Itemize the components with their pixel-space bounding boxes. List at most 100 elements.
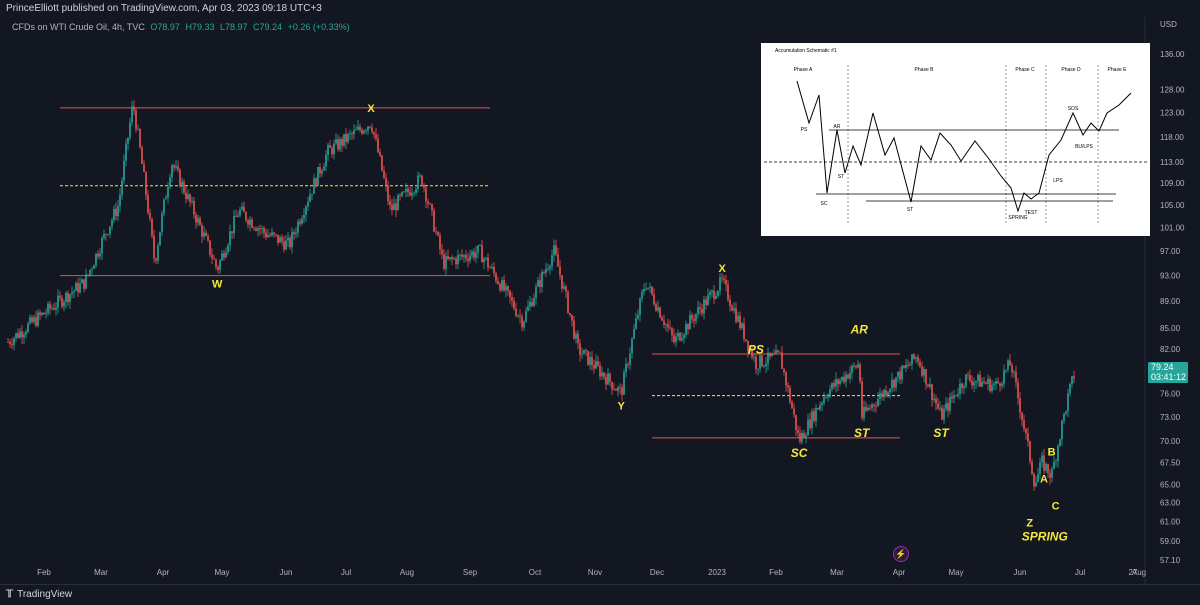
- candle-body: [931, 384, 933, 400]
- candle-body: [529, 301, 531, 307]
- candle-body: [697, 307, 699, 315]
- candle-body: [67, 292, 69, 303]
- time-tick-label: Dec: [650, 568, 664, 577]
- candle-body: [875, 405, 877, 407]
- candle-body: [801, 432, 803, 442]
- wave-label[interactable]: ST: [933, 426, 950, 440]
- candle-body: [61, 297, 63, 307]
- candle-body: [567, 291, 569, 313]
- candle-body: [943, 408, 945, 420]
- last-price-badge: 79.24 03:41:12: [1148, 362, 1188, 383]
- candle-body: [1053, 461, 1055, 469]
- candle-body: [549, 266, 551, 269]
- candle-body: [409, 192, 411, 196]
- candle-body: [667, 324, 669, 328]
- wave-label[interactable]: X: [367, 103, 375, 115]
- candle-body: [869, 408, 871, 409]
- wave-label[interactable]: SC: [791, 446, 808, 460]
- candle-body: [701, 309, 703, 314]
- candle-body: [1017, 382, 1019, 398]
- candle-body: [11, 344, 13, 345]
- candle-body: [43, 312, 45, 315]
- candle-body: [917, 357, 919, 362]
- candle-body: [957, 393, 959, 396]
- candle-body: [321, 170, 323, 174]
- time-tick-label: Mar: [830, 568, 844, 577]
- price-axis[interactable]: USD 136.00 128.00 123.00 118.00 113.00 109.00 1…: [1160, 20, 1185, 565]
- candle-body: [247, 220, 249, 225]
- candle-body: [833, 383, 835, 387]
- wave-label[interactable]: W: [212, 278, 223, 290]
- time-tick-label: May: [214, 568, 229, 577]
- schematic-phase-label: Phase A: [794, 67, 813, 73]
- wave-label[interactable]: PS: [748, 342, 764, 356]
- candle-body: [269, 235, 271, 236]
- candle-body: [923, 369, 925, 376]
- candle-body: [249, 219, 251, 225]
- footer-bar: 𝕋 TradingView: [0, 584, 1200, 605]
- candle-body: [1037, 474, 1039, 483]
- candle-body: [29, 317, 31, 324]
- candle-body: [631, 338, 633, 354]
- wave-label[interactable]: SPRING: [1022, 529, 1068, 543]
- candle-body: [757, 368, 759, 370]
- candle-body: [45, 313, 47, 315]
- candle-body: [895, 377, 897, 388]
- candle-body: [143, 163, 145, 173]
- candle-body: [691, 315, 693, 320]
- wave-label[interactable]: Y: [618, 400, 626, 412]
- candle-body: [565, 286, 567, 292]
- candle-body: [699, 307, 701, 310]
- candle-body: [1039, 462, 1041, 475]
- candle-body: [9, 342, 11, 345]
- candle-body: [235, 215, 237, 217]
- candle-body: [1009, 360, 1011, 366]
- candle-body: [137, 129, 139, 130]
- accumulation-schematic-panel: Accumulation Schematic #1 Phase A Phase B…: [761, 43, 1150, 236]
- candle-body: [547, 268, 549, 270]
- candle-body: [963, 386, 965, 389]
- candle-body: [785, 372, 787, 386]
- candle-body: [69, 294, 71, 303]
- wave-label[interactable]: X: [719, 263, 727, 275]
- candle-body: [849, 372, 851, 379]
- wave-label[interactable]: A: [1040, 473, 1048, 485]
- wave-label[interactable]: AR: [850, 322, 869, 336]
- candle-body: [57, 295, 59, 308]
- candle-body: [371, 127, 373, 132]
- candle-body: [363, 130, 365, 134]
- time-axis[interactable]: Feb Mar Apr May Jun Jul Aug Sep Oct Nov Dec 2023 Feb…: [37, 568, 1146, 577]
- candle-body: [1029, 441, 1031, 462]
- price-tick-label: 67.50: [1160, 458, 1181, 467]
- lightning-icon[interactable]: ⚡: [893, 546, 909, 562]
- candle-body: [675, 336, 677, 343]
- candle-body: [169, 177, 171, 188]
- candle-body: [1035, 482, 1037, 487]
- wave-label[interactable]: ST: [854, 426, 871, 440]
- publish-header: PrinceElliott published on TradingView.c…: [0, 0, 1200, 17]
- tradingview-logo[interactable]: 𝕋 TradingView: [6, 589, 72, 600]
- candle-body: [755, 356, 757, 370]
- candle-body: [415, 189, 417, 193]
- candle-body: [787, 385, 789, 388]
- candle-body: [759, 355, 761, 369]
- candle-body: [183, 181, 185, 193]
- candle-body: [27, 323, 29, 333]
- symbol-title[interactable]: CFDs on WTI Crude Oil, 4h, TVC: [12, 22, 145, 32]
- wave-label[interactable]: B: [1048, 447, 1056, 459]
- wave-label[interactable]: C: [1052, 501, 1060, 513]
- candle-body: [813, 411, 815, 422]
- candle-body: [717, 290, 719, 297]
- candle-body: [1015, 371, 1017, 383]
- candle-body: [39, 312, 41, 316]
- candle-body: [153, 235, 155, 259]
- candle-body: [603, 372, 605, 378]
- candle-body: [7, 341, 9, 343]
- candle-body: [469, 255, 471, 261]
- candle-body: [305, 206, 307, 216]
- candle-body: [481, 245, 483, 263]
- wave-label[interactable]: Z: [1026, 517, 1033, 529]
- candle-body: [945, 403, 947, 409]
